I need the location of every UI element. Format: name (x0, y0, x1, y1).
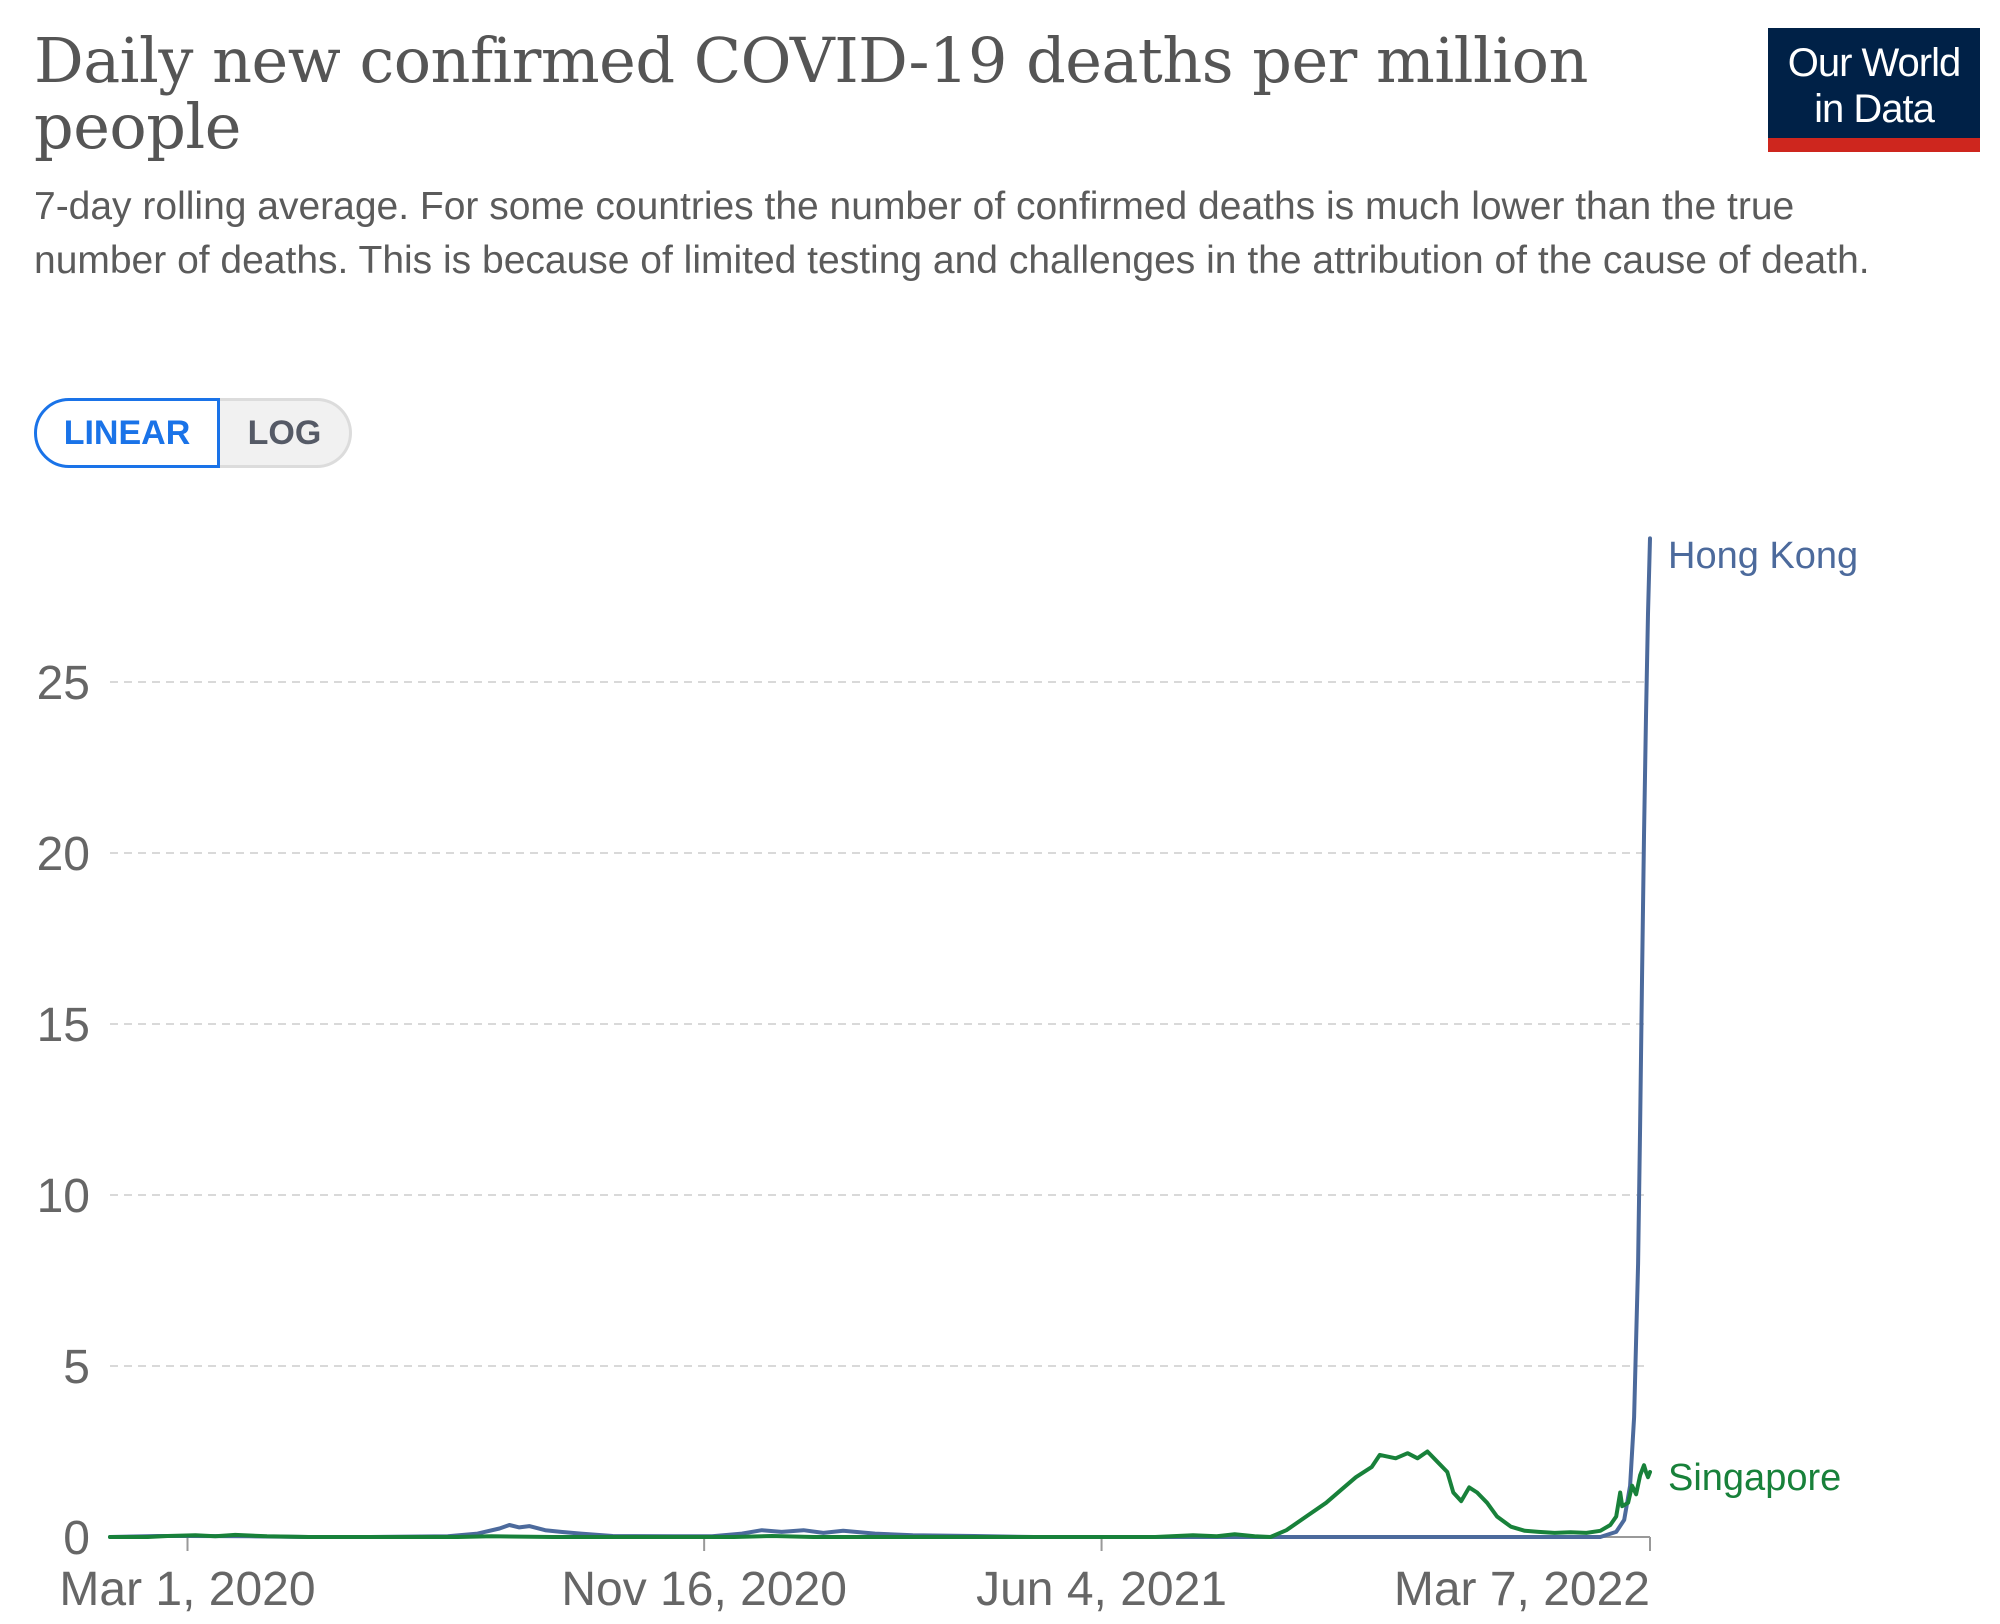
y-tick-label: 0 (63, 1512, 90, 1565)
series-line-singapore (108, 1449, 1652, 1539)
series-label-hong-kong: Hong Kong (1668, 535, 1858, 577)
chart-title: Daily new confirmed COVID-19 deaths per … (34, 24, 1588, 163)
y-tick-label: 10 (37, 1170, 90, 1223)
x-tick-label: Mar 1, 2020 (59, 1563, 315, 1616)
y-tick-label: 25 (37, 657, 90, 710)
chart-subtitle: 7-day rolling average. For some countrie… (34, 185, 1870, 282)
scale-toggle: LINEAR LOG (34, 398, 352, 468)
series-label-singapore: Singapore (1668, 1457, 1841, 1499)
y-tick-label: 5 (63, 1341, 90, 1394)
x-tick-label: Mar 7, 2022 (1394, 1563, 1650, 1616)
x-tick-label: Nov 16, 2020 (561, 1563, 847, 1616)
series-line-hong-kong (108, 536, 1652, 1539)
x-tick-label: Jun 4, 2021 (976, 1563, 1227, 1616)
linear-scale-button[interactable]: LINEAR (34, 398, 220, 468)
our-world-in-data-logo[interactable]: Our World in Data (1768, 28, 1980, 152)
y-tick-label: 20 (37, 828, 90, 881)
log-scale-button[interactable]: LOG (220, 398, 352, 468)
y-tick-label: 15 (37, 999, 90, 1052)
